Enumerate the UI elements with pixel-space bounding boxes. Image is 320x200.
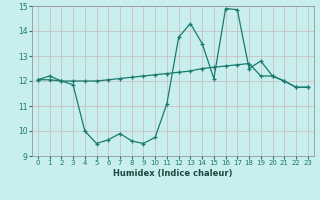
X-axis label: Humidex (Indice chaleur): Humidex (Indice chaleur) — [113, 169, 233, 178]
